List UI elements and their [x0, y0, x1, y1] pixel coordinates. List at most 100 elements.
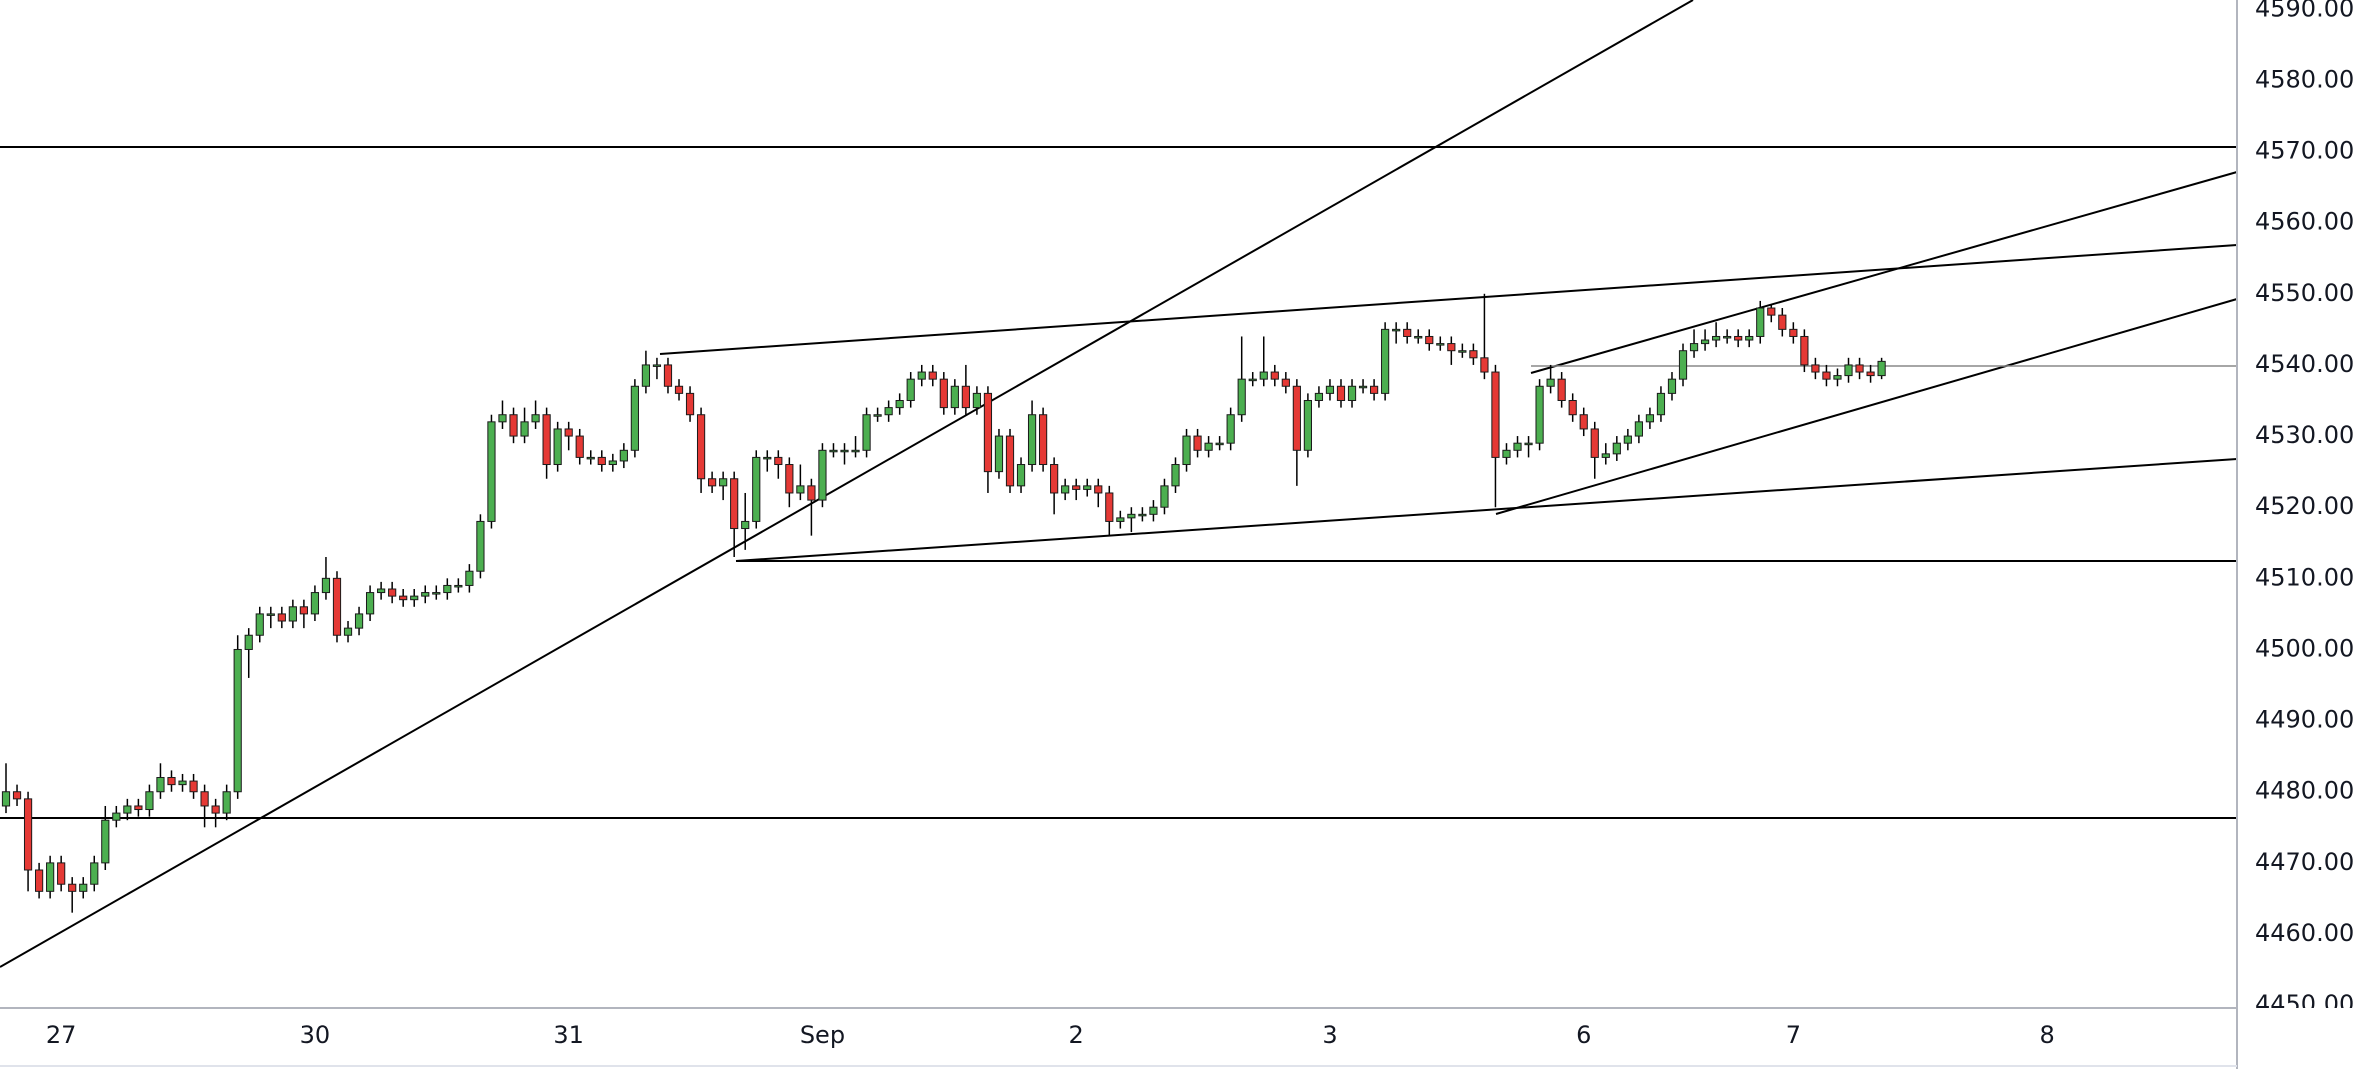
y-tick-label: 4450.00: [2255, 990, 2354, 1018]
x-tick-label: 6: [1576, 1021, 1591, 1049]
candle-body: [1, 791, 11, 807]
candle-body: [575, 435, 584, 458]
candle-body: [1723, 335, 1732, 339]
candle-body: [1458, 350, 1467, 353]
candle-body: [321, 577, 331, 594]
candle-body: [1601, 453, 1610, 458]
candle-body: [851, 449, 860, 453]
candle-body: [906, 378, 915, 401]
candle-body: [531, 414, 540, 423]
candle-body: [23, 798, 33, 871]
candle-body: [34, 869, 44, 892]
candle-body: [1270, 371, 1279, 380]
y-tick-label: 4570.00: [2255, 137, 2354, 165]
candle-body: [1061, 485, 1070, 494]
candle-body: [708, 478, 717, 487]
y-axis: 4450.00 4460.00 4470.00 4480.00 4490.00 4500.…: [2255, 0, 2354, 1018]
candle-body: [1182, 435, 1191, 466]
candle-body: [542, 414, 551, 466]
candle-body: [1877, 360, 1886, 377]
candle-body: [1303, 399, 1312, 451]
candle-body: [1480, 357, 1489, 373]
candle-body: [840, 449, 849, 453]
candle-body: [939, 378, 948, 409]
x-tick-label: 7: [1786, 1021, 1801, 1049]
candle-body: [57, 862, 66, 885]
candle-body: [1712, 335, 1721, 341]
candle-body: [1700, 339, 1710, 345]
candle-body: [1027, 414, 1037, 466]
candle-body: [961, 385, 970, 409]
candle-body: [1767, 307, 1776, 316]
candle-body: [873, 414, 882, 417]
candle-body: [310, 592, 320, 615]
x-tick-label: 30: [300, 1021, 331, 1049]
candle-body: [1369, 385, 1379, 394]
candle-body: [1778, 314, 1787, 330]
candle-body: [1800, 335, 1809, 366]
candle-body: [1656, 392, 1666, 416]
candle-body: [1215, 442, 1224, 446]
candle-body: [233, 648, 242, 793]
candle-body: [1281, 378, 1290, 387]
candle-body: [1204, 442, 1213, 451]
candle-body: [884, 407, 893, 416]
channel-top: [659, 244, 2238, 355]
y-tick-label: 4520.00: [2255, 492, 2354, 520]
candle-body: [46, 862, 55, 892]
candle-body: [763, 456, 772, 460]
candle-body: [983, 392, 993, 473]
candle-body: [597, 456, 606, 466]
candle-body: [421, 592, 430, 597]
candle-body: [586, 456, 595, 460]
candle-body: [1138, 513, 1147, 517]
candle-body: [1579, 414, 1588, 430]
candle-body: [1678, 350, 1688, 380]
y-tick-label: 4550.00: [2255, 279, 2354, 307]
candle-body: [410, 595, 419, 601]
candle-body: [1634, 421, 1643, 437]
candle-body: [1833, 375, 1842, 380]
candle-body: [211, 805, 220, 814]
candles: [1, 293, 1886, 913]
candle-body: [1325, 385, 1335, 394]
candle-body: [1612, 442, 1621, 455]
candle-body: [1789, 328, 1798, 337]
candle-body: [1568, 399, 1577, 416]
candle-body: [222, 791, 231, 814]
candle-body: [829, 449, 838, 453]
candle-body: [928, 371, 937, 380]
candle-body: [1524, 442, 1533, 446]
candle-body: [950, 385, 959, 409]
y-tick-label: 4490.00: [2255, 706, 2354, 734]
candle-body: [1005, 435, 1015, 487]
y-tick-label: 4500.00: [2255, 634, 2354, 662]
candle-body: [1623, 435, 1632, 444]
x-axis: 27 30 31 Sep 2 3 6 7 8: [46, 1021, 2055, 1049]
candle-body: [1866, 371, 1875, 377]
candle-body: [1171, 464, 1180, 487]
candle-body: [354, 613, 364, 629]
y-tick-label: 4510.00: [2255, 563, 2354, 591]
candle-body: [266, 613, 275, 616]
candle-body: [1259, 371, 1268, 380]
candle-body: [189, 780, 198, 793]
x-tick-label: 3: [1322, 1021, 1337, 1049]
candle-body: [399, 595, 408, 601]
candle-body: [619, 449, 628, 462]
candle-body: [200, 791, 209, 807]
candle-body: [1193, 435, 1202, 451]
candle-body: [917, 371, 926, 380]
candle-body: [343, 627, 353, 636]
candle-body: [1502, 449, 1511, 458]
candle-body: [1248, 378, 1257, 382]
candle-body: [741, 520, 750, 530]
candle-body: [696, 414, 706, 480]
candle-body: [167, 777, 176, 786]
y-tick-label: 4530.00: [2255, 421, 2354, 449]
candle-body: [377, 588, 386, 594]
candle-body: [608, 460, 617, 466]
candle-body: [123, 805, 132, 814]
